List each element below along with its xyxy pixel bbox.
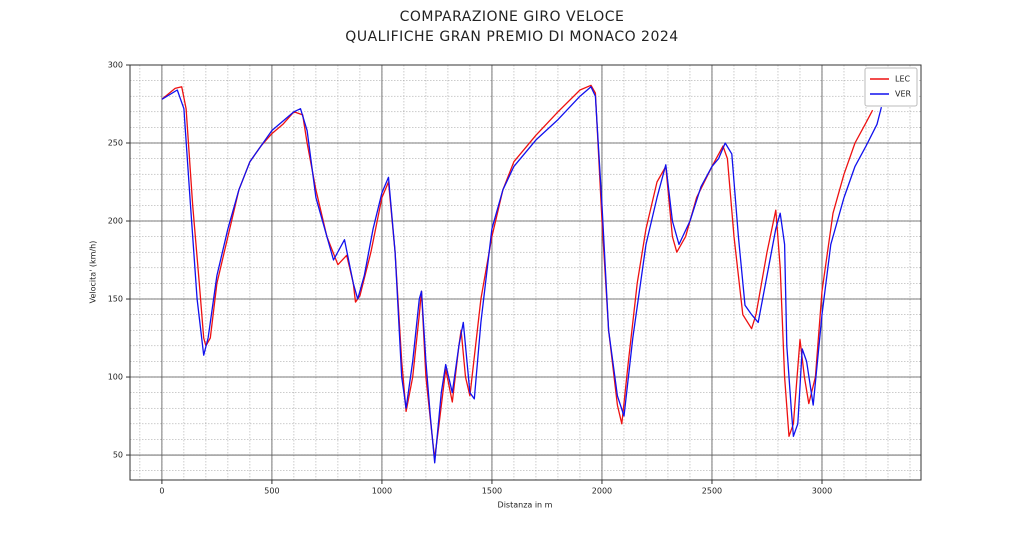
x-axis-label: Distanza in m (498, 501, 553, 510)
y-tick-label: 300 (108, 61, 123, 70)
x-tick-label: 2000 (592, 487, 612, 496)
legend-label: LEC (895, 75, 911, 84)
y-tick-label: 100 (108, 373, 123, 382)
y-tick-label: 50 (113, 451, 123, 460)
y-tick-label: 150 (108, 295, 123, 304)
y-tick-label: 250 (108, 139, 123, 148)
speed-line (161, 86, 883, 464)
legend-box (864, 67, 918, 107)
chart-subtitle: QUALIFICHE GRAN PREMIO DI MONACO 2024 (345, 29, 678, 45)
x-tick-label: 1000 (372, 487, 392, 496)
x-tick-label: 0 (159, 487, 164, 496)
x-tick-label: 1500 (482, 487, 502, 496)
y-tick-label: 200 (108, 217, 123, 226)
legend-label: VER (895, 90, 912, 99)
x-tick-label: 3000 (812, 487, 832, 496)
x-tick-label: 2500 (702, 487, 722, 496)
plot-frame (129, 64, 922, 481)
legend: LEC VER (864, 67, 918, 107)
y-axis-label: Velocita' (km/h) (89, 241, 98, 304)
chart-title: COMPARAZIONE GIRO VELOCE (400, 9, 625, 25)
speed-line (161, 84, 874, 459)
x-tick-label: 500 (264, 487, 279, 496)
